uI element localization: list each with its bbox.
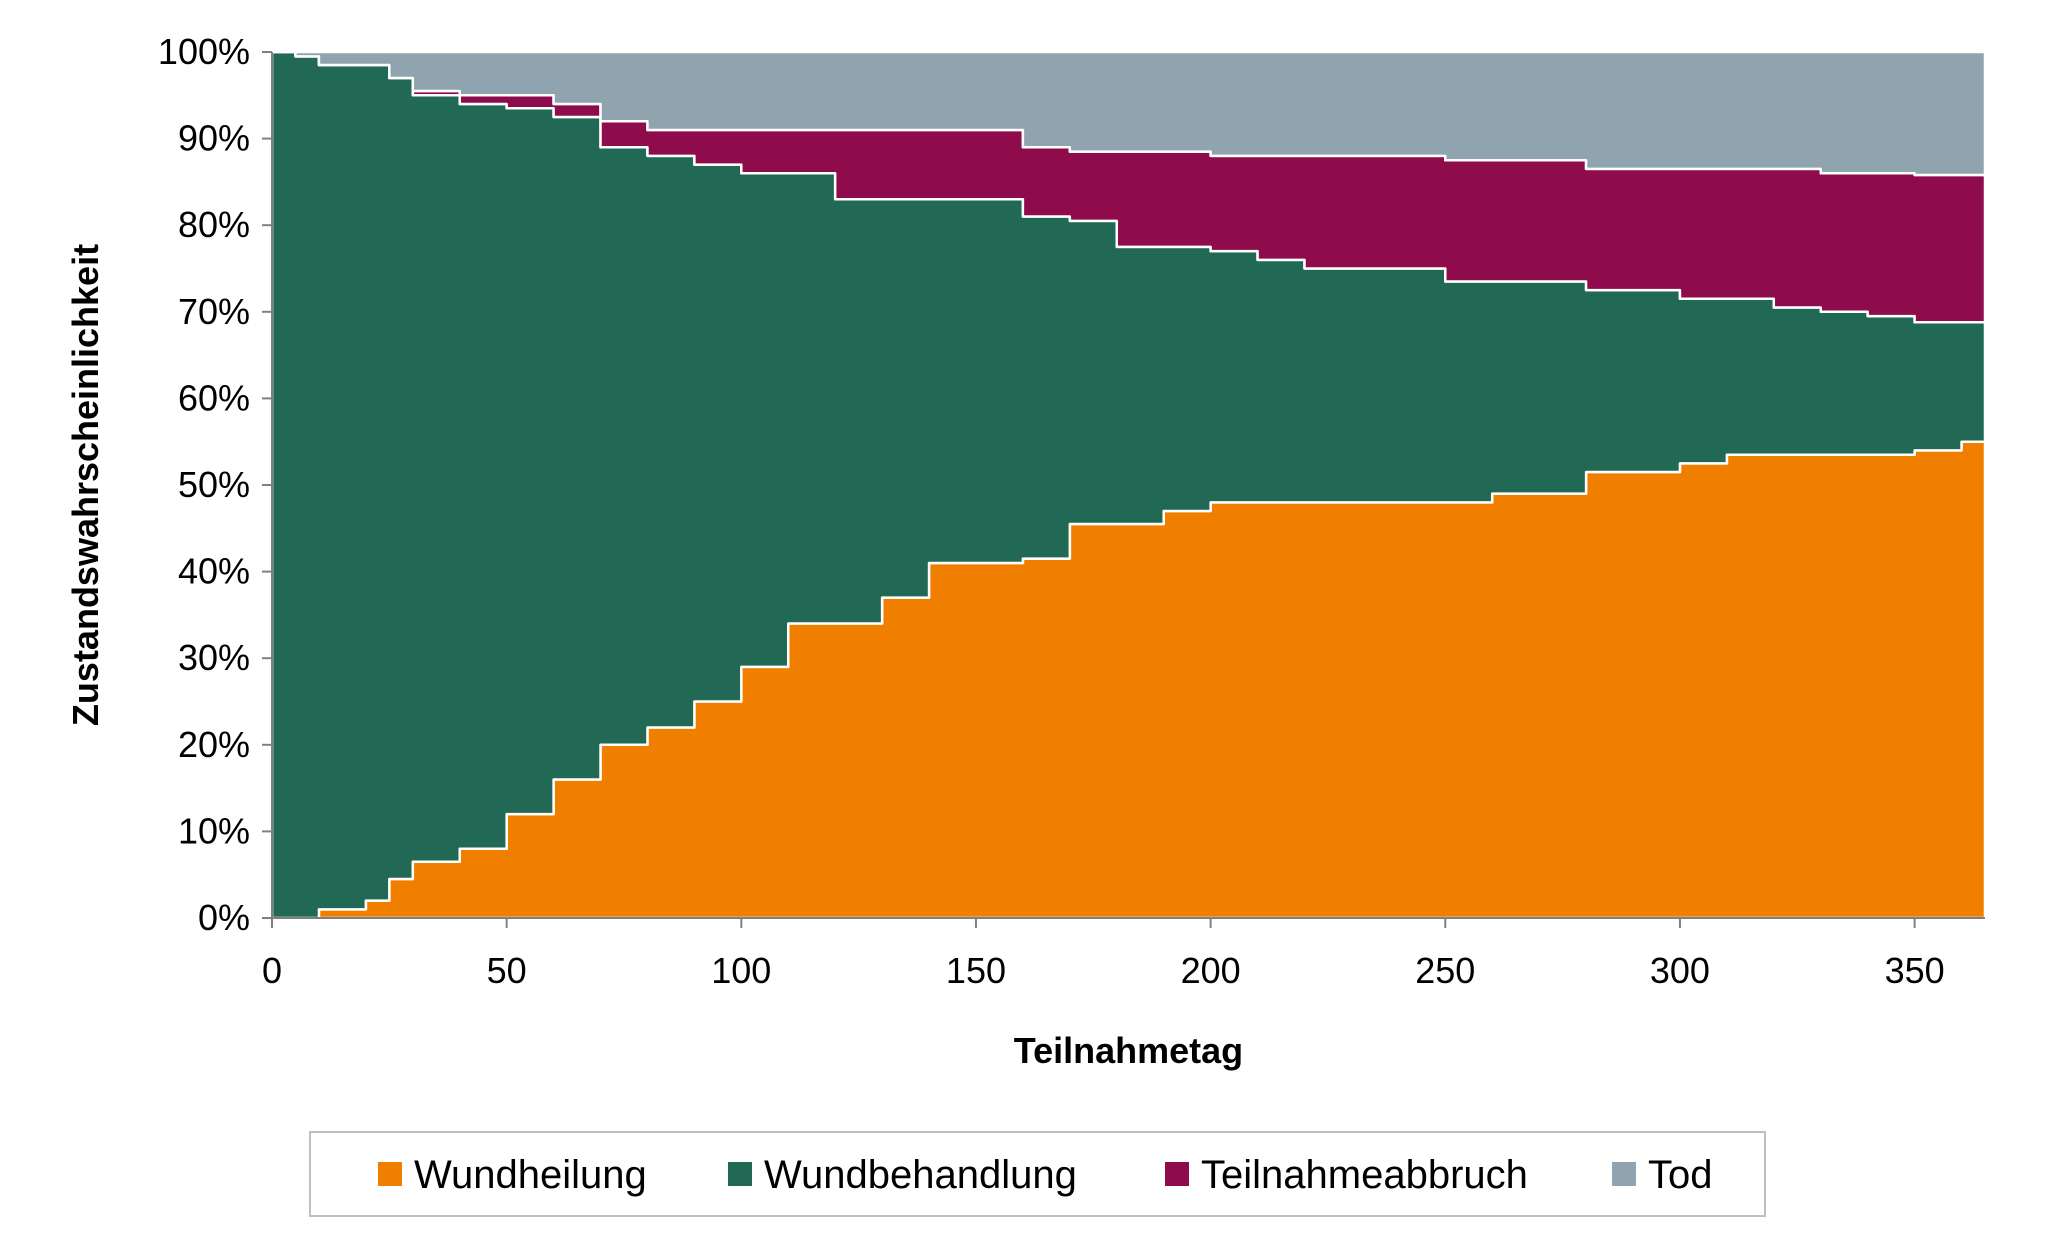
y-tick-label: 10% (178, 810, 250, 851)
y-tick-label: 90% (178, 118, 250, 159)
legend-label: Wundbehandlung (764, 1153, 1077, 1197)
legend-items: Wundheilung Wundbehandlung Teilnahmeabbruc… (378, 1153, 1713, 1197)
y-tick-label: 30% (178, 637, 250, 678)
x-tick-label: 0 (262, 950, 282, 991)
x-tick-label: 350 (1885, 950, 1945, 991)
legend-swatch (378, 1162, 402, 1186)
y-tick-label: 20% (178, 724, 250, 765)
legend-label: Tod (1648, 1153, 1713, 1197)
legend-item-wundheilung: Wundheilung (378, 1153, 647, 1197)
y-tick-label: 50% (178, 464, 250, 505)
legend-swatch (1612, 1162, 1636, 1186)
legend-swatch (728, 1162, 752, 1186)
y-tick-label: 60% (178, 377, 250, 418)
x-tick-label: 50 (487, 950, 527, 991)
legend-item-teilnahmeabbruch: Teilnahmeabbruch (1165, 1153, 1528, 1197)
area-series-group (270, 50, 1987, 920)
legend-item-wundbehandlung: Wundbehandlung (728, 1153, 1077, 1197)
axes-group: 0% 10% 20% 30% 40% 50% 60% 70% 80% 90% 100% 0 50 100 1… (158, 31, 1985, 991)
y-tick-label: 100% (158, 31, 250, 72)
legend-label: Wundheilung (414, 1153, 647, 1197)
legend-swatch (1165, 1162, 1189, 1186)
x-tick-label: 100 (711, 950, 771, 991)
x-tick-label: 150 (946, 950, 1006, 991)
y-tick-label: 40% (178, 551, 250, 592)
legend-label: Teilnahmeabbruch (1201, 1153, 1528, 1197)
y-tick-label: 80% (178, 204, 250, 245)
legend-frame (309, 1131, 1766, 1217)
x-tick-label: 200 (1181, 950, 1241, 991)
y-tick-label: 70% (178, 291, 250, 332)
y-axis-title: Zustandswahrscheinlichkeit (65, 244, 106, 726)
legend-item-tod: Tod (1612, 1153, 1713, 1197)
y-tick-label: 0% (198, 897, 250, 938)
x-axis-title: Teilnahmetag (1014, 1030, 1243, 1071)
legend: Wundheilung Wundbehandlung Teilnahmeabbruc… (309, 1131, 1766, 1217)
x-tick-label: 300 (1650, 950, 1710, 991)
x-tick-label: 250 (1415, 950, 1475, 991)
area-tod (270, 50, 1987, 177)
